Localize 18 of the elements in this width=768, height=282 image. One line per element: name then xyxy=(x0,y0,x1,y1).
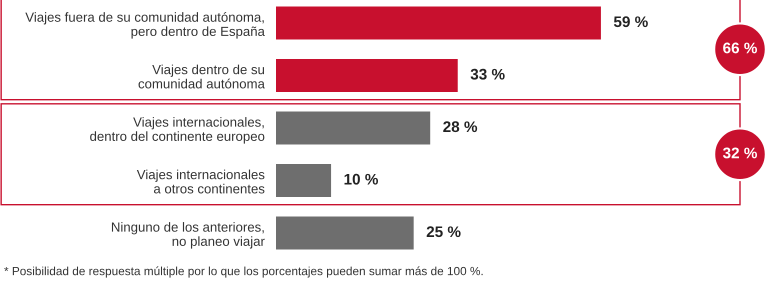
bar xyxy=(276,6,601,40)
data-label: 59 % xyxy=(614,16,648,28)
y-tick-label: Ninguno de los anteriores, no planeo viajar xyxy=(112,222,265,249)
y-tick-label: Viajes internacionales a otros continentes xyxy=(136,170,264,194)
data-label: 10 % xyxy=(344,174,378,185)
data-label: 25 % xyxy=(426,226,461,238)
data-label: 28 % xyxy=(443,121,478,132)
text: * Posibilidad de respuesta múltiple por lo que los porcentajes pueden sumar más de 100 %. xyxy=(4,266,483,278)
y-tick-label: Viajes fuera de su comunidad autónoma, pero dentro de España xyxy=(25,12,265,39)
text: 32 % xyxy=(722,148,758,158)
bar xyxy=(276,216,414,250)
text: 66 % xyxy=(723,42,758,54)
bar xyxy=(276,58,458,92)
y-tick-label: Viajes internacionales, dentro del continente europeo xyxy=(90,117,264,144)
data-label: 33 % xyxy=(470,68,505,80)
y-tick-label: Viajes dentro de su comunidad autónoma xyxy=(138,64,265,88)
bar xyxy=(276,164,332,198)
bar xyxy=(276,111,430,145)
